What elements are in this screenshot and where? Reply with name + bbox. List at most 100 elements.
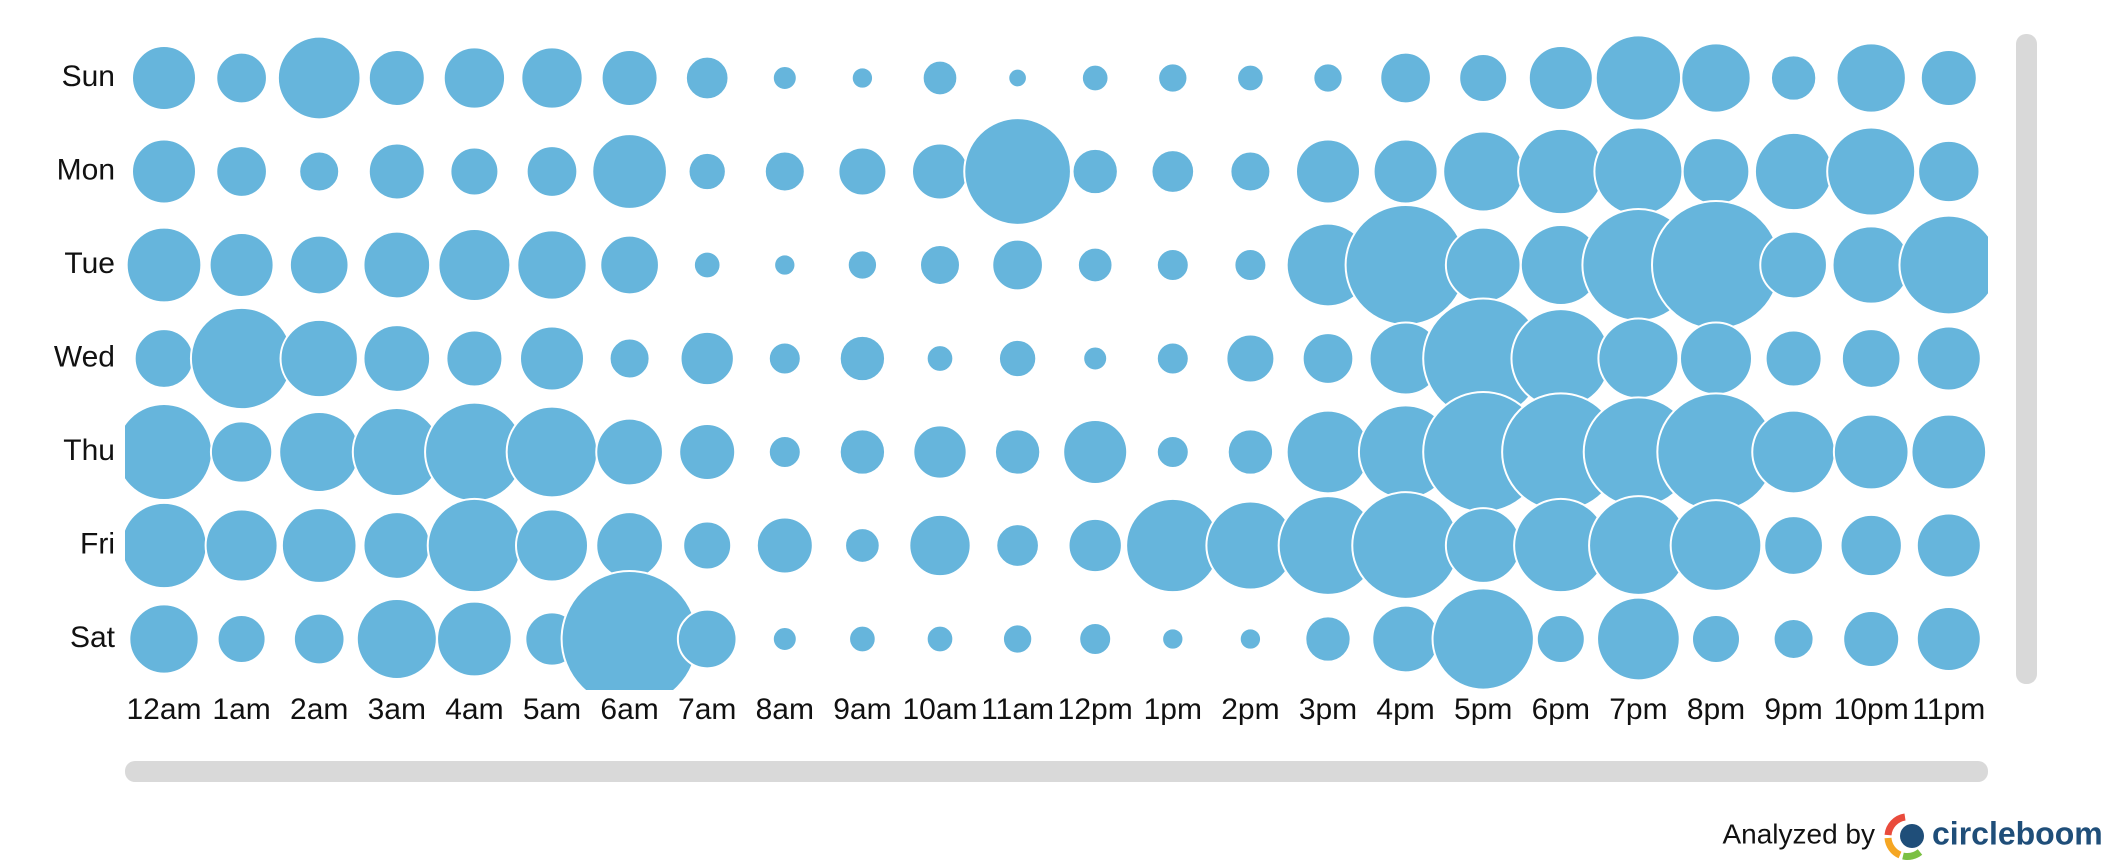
y-tick-label: Mon (57, 153, 115, 186)
bubble (288, 234, 350, 296)
bubble (679, 330, 735, 387)
bubble (844, 527, 881, 564)
bubble (362, 511, 432, 580)
bubble (1772, 618, 1815, 660)
bubble (1751, 409, 1836, 495)
x-tick-label: 9am (833, 693, 891, 726)
x-tick-label: 7am (678, 693, 736, 726)
bubble (1915, 512, 1982, 579)
bubble (1919, 49, 1978, 107)
bubble (1226, 428, 1275, 476)
bubble (1764, 329, 1823, 388)
bubble (1082, 345, 1109, 372)
bubble (837, 146, 888, 197)
x-tick-label: 11am (981, 693, 1054, 726)
x-tick-label: 9pm (1764, 693, 1822, 726)
bubble (763, 150, 806, 193)
bubble (278, 411, 361, 493)
bubble (1444, 507, 1522, 584)
bubble (125, 501, 208, 590)
bubble (595, 417, 664, 487)
x-tick-label: 1am (212, 693, 270, 726)
bubble (678, 423, 737, 481)
bubble (215, 145, 268, 198)
bubble (133, 328, 195, 389)
vertical-scrollbar[interactable] (2016, 34, 2037, 684)
bubble (1831, 225, 1911, 305)
bubble (1898, 214, 1988, 316)
bubble (442, 46, 507, 110)
bubble (276, 35, 362, 121)
bubble (1835, 42, 1907, 114)
bubble (912, 424, 968, 480)
y-tick-label: Wed (54, 340, 115, 373)
bubble (684, 55, 730, 101)
bubble (1517, 127, 1605, 216)
bubble (125, 226, 203, 304)
bubble (520, 46, 584, 110)
bubble (1161, 627, 1185, 651)
bubble (355, 598, 438, 680)
bubble (131, 45, 197, 111)
bubble (525, 145, 579, 198)
y-tick-label: Sat (70, 621, 116, 654)
bubble (1285, 409, 1371, 495)
bubble (911, 142, 969, 201)
bubble (125, 403, 213, 501)
bubble (1527, 45, 1594, 111)
x-tick-label: 4pm (1376, 693, 1434, 726)
x-tick-label: 8am (756, 693, 814, 726)
plot-area (125, 34, 1988, 690)
bubble (1915, 606, 1982, 672)
bubble (449, 146, 500, 197)
x-tick-label: 6am (600, 693, 658, 726)
bubble (1312, 62, 1344, 94)
bubble (1535, 614, 1586, 664)
bubble (1832, 413, 1910, 491)
y-tick-label: Tue (64, 247, 115, 280)
y-tick-label: Thu (63, 434, 115, 467)
footer-text: Analyzed by (1722, 818, 1875, 849)
bubble (189, 306, 294, 411)
bubble (1067, 517, 1123, 574)
bubble (128, 603, 200, 675)
bubble (515, 508, 589, 583)
x-tick-label: 5am (523, 693, 581, 726)
bubble (1150, 149, 1196, 194)
bubble (838, 334, 887, 383)
bubble (1155, 248, 1190, 282)
bubble (216, 614, 267, 664)
bubble (292, 612, 346, 666)
bubble (279, 318, 359, 399)
brand-name: circleboom (1932, 815, 2103, 851)
bubble (997, 338, 1038, 379)
bubble (437, 228, 512, 302)
bubble (519, 325, 585, 392)
x-tick-label: 5pm (1454, 693, 1512, 726)
bubble (1351, 491, 1460, 600)
bubble (1071, 147, 1119, 196)
bubble (1763, 515, 1824, 576)
bubble (1669, 499, 1763, 592)
bubble (1155, 341, 1190, 376)
bubble (848, 624, 877, 654)
bubble (1379, 51, 1432, 105)
bubble (1295, 138, 1361, 205)
bubble (1442, 130, 1525, 213)
x-tick-label: 10pm (1834, 693, 1909, 726)
bubble (298, 150, 341, 193)
bubble (1080, 63, 1110, 93)
bubble (771, 65, 798, 91)
bubble (1157, 62, 1189, 94)
bubble (963, 117, 1072, 226)
bubble (367, 142, 426, 201)
bubble (1225, 333, 1276, 384)
x-tick-label: 2pm (1221, 693, 1279, 726)
horizontal-scrollbar[interactable] (125, 761, 1988, 782)
bubble (1753, 131, 1834, 212)
bubble (1431, 587, 1535, 690)
bubble (1826, 126, 1917, 217)
bubble (755, 516, 814, 575)
bubble (1076, 246, 1114, 284)
bubble (767, 341, 802, 376)
